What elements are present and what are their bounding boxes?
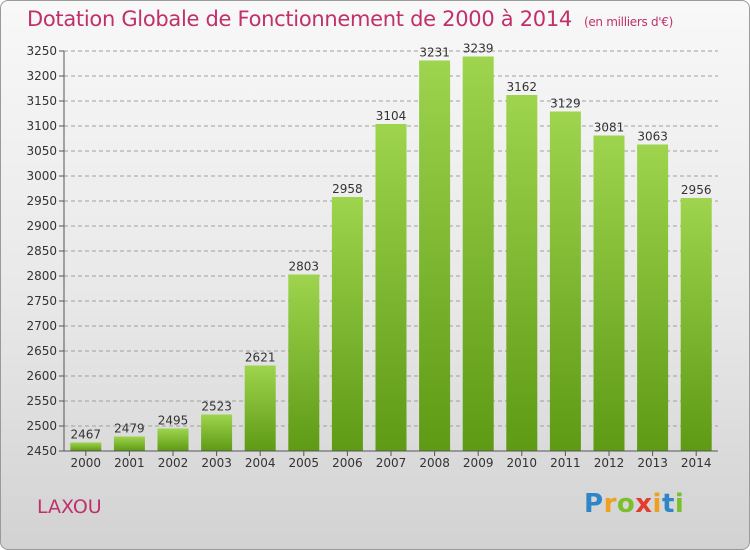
axes bbox=[59, 50, 718, 456]
x-tick-label: 2004 bbox=[245, 456, 276, 470]
bar bbox=[462, 56, 494, 451]
x-tick-label: 2008 bbox=[419, 456, 450, 470]
bar bbox=[549, 111, 581, 451]
bar-value-label: 2479 bbox=[114, 422, 145, 436]
bar bbox=[244, 365, 276, 451]
logo-letter: x bbox=[635, 489, 653, 519]
bar-value-label: 2523 bbox=[201, 400, 232, 414]
bar bbox=[157, 428, 189, 451]
bar bbox=[680, 198, 712, 451]
y-tick-label: 2450 bbox=[26, 444, 57, 458]
y-tick-label: 2950 bbox=[26, 194, 57, 208]
bar-value-label: 2621 bbox=[245, 351, 276, 365]
x-tick-label: 2003 bbox=[201, 456, 232, 470]
x-tick-label: 2000 bbox=[71, 456, 102, 470]
logo-letter: t bbox=[661, 489, 675, 519]
bar-value-label: 3231 bbox=[419, 46, 450, 60]
bar-value-label: 2495 bbox=[158, 414, 189, 428]
labels: 2450 2500 2550 2600 2650 2700 2750 2800 2850 2900… bbox=[26, 42, 711, 471]
y-tick-label: 2900 bbox=[26, 219, 57, 233]
bar bbox=[288, 274, 320, 451]
bar-value-label: 3239 bbox=[463, 42, 494, 56]
y-tick-label: 3150 bbox=[26, 94, 57, 108]
bar-value-label: 2803 bbox=[289, 260, 320, 274]
y-tick-label: 3200 bbox=[26, 69, 57, 83]
y-tick-label: 3000 bbox=[26, 169, 57, 183]
bar-value-label: 3081 bbox=[594, 121, 625, 135]
chart-title-text: Dotation Globale de Fonctionnement de 20… bbox=[27, 7, 572, 31]
bar bbox=[375, 124, 407, 451]
x-tick-label: 2005 bbox=[289, 456, 320, 470]
bar-value-label: 2467 bbox=[71, 428, 102, 442]
commune-name: LAXOU bbox=[37, 496, 102, 518]
x-tick-label: 2002 bbox=[158, 456, 189, 470]
chart-unit: (en milliers d'€) bbox=[583, 15, 673, 29]
bar bbox=[593, 135, 625, 451]
bar bbox=[201, 414, 233, 451]
y-tick-label: 2550 bbox=[26, 394, 57, 408]
x-tick-label: 2006 bbox=[332, 456, 363, 470]
grid-lines bbox=[64, 50, 718, 452]
y-tick-label: 2600 bbox=[26, 369, 57, 383]
chart-title: Dotation Globale de Fonctionnement de 20… bbox=[27, 7, 673, 31]
bar-value-label: 2956 bbox=[681, 183, 712, 197]
bar-value-label: 3129 bbox=[550, 97, 581, 111]
bar bbox=[113, 436, 145, 451]
logo-letter: r bbox=[603, 489, 617, 519]
logo-letter: o bbox=[616, 489, 636, 519]
bar bbox=[637, 144, 669, 451]
x-tick-label: 2007 bbox=[376, 456, 407, 470]
x-tick-label: 2011 bbox=[550, 456, 581, 470]
logo-letter: i bbox=[652, 489, 662, 519]
bar-value-label: 2958 bbox=[332, 182, 363, 196]
x-tick-label: 2010 bbox=[507, 456, 538, 470]
y-tick-label: 3100 bbox=[26, 119, 57, 133]
y-tick-label: 2700 bbox=[26, 319, 57, 333]
x-tick-label: 2014 bbox=[681, 456, 712, 470]
y-tick-label: 2750 bbox=[26, 294, 57, 308]
y-tick-label: 2650 bbox=[26, 344, 57, 358]
x-tick-label: 2013 bbox=[637, 456, 668, 470]
bar-value-label: 3162 bbox=[507, 80, 538, 94]
bar bbox=[70, 442, 102, 451]
x-tick-label: 2009 bbox=[463, 456, 494, 470]
bar-value-label: 3063 bbox=[637, 130, 668, 144]
y-tick-label: 3250 bbox=[26, 44, 57, 58]
logo-letter: i bbox=[674, 489, 685, 519]
logo-letter: P bbox=[584, 489, 604, 519]
bar bbox=[331, 197, 363, 451]
y-tick-label: 2800 bbox=[26, 269, 57, 283]
y-tick-label: 2850 bbox=[26, 244, 57, 258]
bars bbox=[70, 56, 712, 451]
bar bbox=[506, 95, 538, 451]
bar-value-label: 3104 bbox=[376, 109, 407, 123]
y-tick-label: 3050 bbox=[26, 144, 57, 158]
x-tick-label: 2001 bbox=[114, 456, 145, 470]
bar bbox=[419, 60, 451, 451]
proxiti-logo: Proxiti bbox=[584, 489, 684, 519]
y-tick-label: 2500 bbox=[26, 419, 57, 433]
x-tick-label: 2012 bbox=[594, 456, 625, 470]
